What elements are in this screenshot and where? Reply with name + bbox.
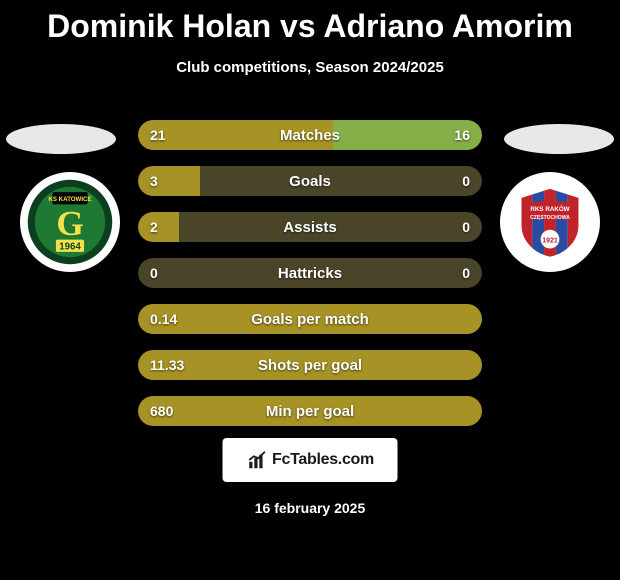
stat-left-value: 2 <box>150 212 158 242</box>
stat-label: Matches <box>138 120 482 150</box>
stat-left-value: 21 <box>150 120 166 150</box>
stat-row: Hattricks0 0 <box>138 258 482 288</box>
stat-right-value: 0 <box>462 212 470 242</box>
stat-left-value: 11.33 <box>150 350 184 380</box>
badge-banner-top: RKS RAKÓW <box>530 205 569 213</box>
right-club-badge: RKS RAKÓW CZĘSTOCHOWA 1921 <box>500 172 600 272</box>
badge-top-text: KS KATOWICE <box>48 196 91 203</box>
stat-row: Goals3 0 <box>138 166 482 196</box>
stat-right-value: 0 <box>462 166 470 196</box>
right-oval <box>504 124 614 154</box>
stat-right-value: 16 <box>454 120 470 150</box>
left-oval <box>6 124 116 154</box>
page-title: Dominik Holan vs Adriano Amorim <box>0 0 620 45</box>
stat-left-value: 0 <box>150 258 158 288</box>
stat-label: Assists <box>138 212 482 242</box>
stat-label: Hattricks <box>138 258 482 288</box>
stat-label: Shots per goal <box>138 350 482 380</box>
footer-date: 16 february 2025 <box>0 500 620 516</box>
stat-left-value: 3 <box>150 166 158 196</box>
left-club-badge: KS KATOWICE G 1964 <box>20 172 120 272</box>
footer-brand-badge: FcTables.com <box>223 438 398 482</box>
badge-right-year: 1921 <box>542 237 558 244</box>
gks-katowice-icon: KS KATOWICE G 1964 <box>26 178 114 266</box>
stat-left-value: 680 <box>150 396 173 426</box>
stat-row: Shots per goal11.33 <box>138 350 482 380</box>
stat-row: Min per goal680 <box>138 396 482 426</box>
stat-label: Min per goal <box>138 396 482 426</box>
badge-year: 1964 <box>59 241 81 252</box>
stat-row: Goals per match0.14 <box>138 304 482 334</box>
chart-icon <box>246 449 268 471</box>
stat-label: Goals per match <box>138 304 482 334</box>
stat-label: Goals <box>138 166 482 196</box>
rakow-icon: RKS RAKÓW CZĘSTOCHOWA 1921 <box>511 183 589 261</box>
stats-container: Matches2116Goals30Assists20Hattricks00Go… <box>138 120 482 442</box>
stat-left-value: 0.14 <box>150 304 177 334</box>
footer-brand-text: FcTables.com <box>272 451 374 469</box>
stat-right-value: 0 <box>462 258 470 288</box>
stat-row: Matches21 16 <box>138 120 482 150</box>
stat-row: Assists2 0 <box>138 212 482 242</box>
badge-letter: G <box>56 204 83 243</box>
subtitle: Club competitions, Season 2024/2025 <box>0 59 620 76</box>
badge-banner-bottom: CZĘSTOCHOWA <box>530 215 570 221</box>
